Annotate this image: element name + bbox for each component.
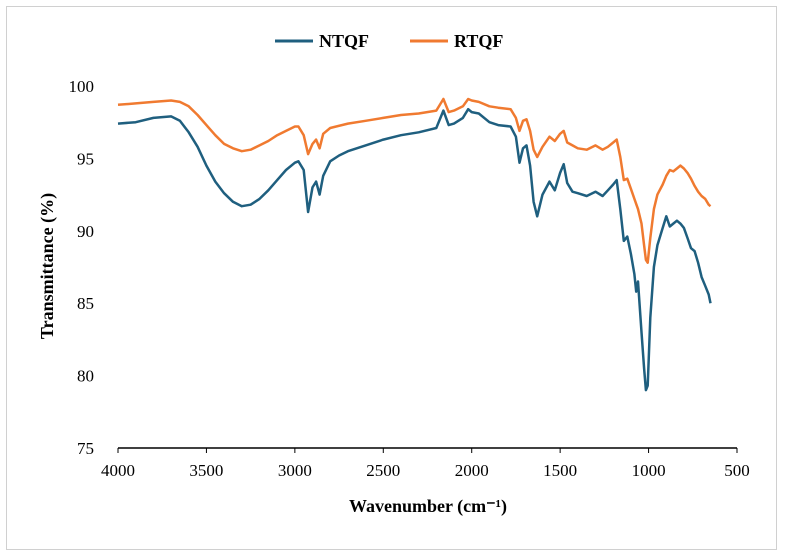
x-tick-label: 4000: [101, 461, 135, 480]
x-tick-label: 3000: [278, 461, 312, 480]
x-tick-label: 2000: [455, 461, 489, 480]
x-tick-label: 1500: [543, 461, 577, 480]
legend: NTQF RTQF: [275, 31, 503, 51]
legend-label-rtqf: RTQF: [454, 31, 503, 51]
y-tick-label: 80: [77, 367, 94, 386]
series-layer: [117, 97, 712, 392]
x-tick-label: 2500: [366, 461, 400, 480]
series-line-rtqf: [117, 97, 712, 264]
x-axis-title: Wavenumber (cm⁻¹): [349, 496, 507, 517]
series-line-ntqf: [117, 107, 712, 392]
y-tick-label: 90: [77, 222, 94, 241]
y-axis-ticks: 75 80 85 90 95 100: [69, 77, 95, 458]
y-tick-label: 100: [69, 77, 95, 96]
chart-frame: [6, 6, 777, 550]
y-tick-label: 95: [77, 149, 94, 168]
y-axis-title: Transmittance (%): [37, 193, 58, 339]
x-tick-label: 1000: [632, 461, 666, 480]
x-tick-label: 3500: [189, 461, 223, 480]
y-tick-label: 85: [77, 294, 94, 313]
x-axis-ticks: 4000 3500 3000 2500 2000 1500 1000 500: [101, 448, 750, 480]
legend-label-ntqf: NTQF: [319, 31, 369, 51]
y-tick-label: 75: [77, 439, 94, 458]
x-tick-label: 500: [724, 461, 750, 480]
